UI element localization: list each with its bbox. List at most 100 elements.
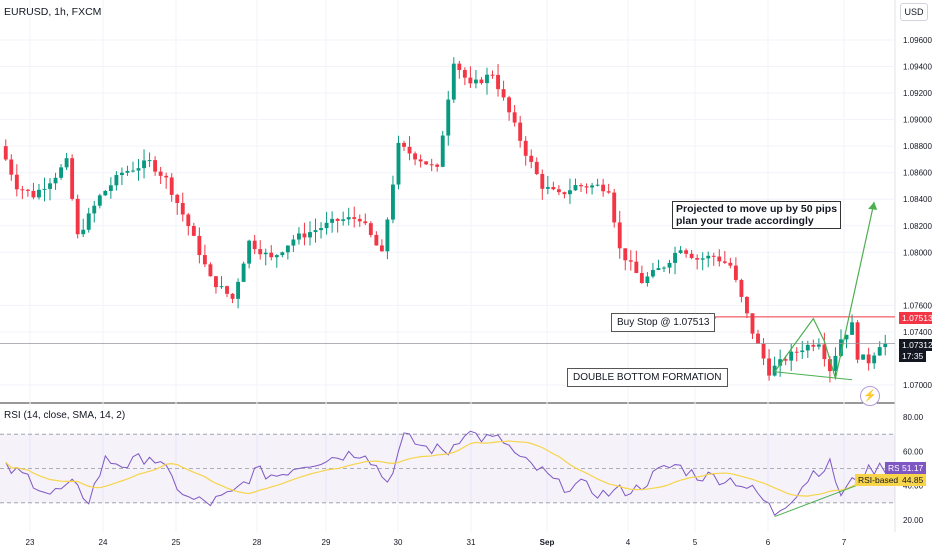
candle-body[interactable] bbox=[612, 192, 617, 223]
candle-body[interactable] bbox=[424, 161, 429, 165]
candle-body[interactable] bbox=[20, 189, 25, 191]
candle-body[interactable] bbox=[180, 203, 185, 215]
candle-body[interactable] bbox=[92, 205, 97, 214]
candle-body[interactable] bbox=[341, 219, 346, 221]
candle-body[interactable] bbox=[14, 174, 19, 190]
candle-body[interactable] bbox=[816, 344, 821, 347]
candle-body[interactable] bbox=[800, 350, 805, 353]
candle-body[interactable] bbox=[263, 252, 268, 255]
candle-body[interactable] bbox=[136, 168, 141, 171]
candle-body[interactable] bbox=[827, 359, 832, 372]
candle-body[interactable] bbox=[186, 214, 191, 227]
candle-body[interactable] bbox=[48, 183, 52, 189]
candle-body[interactable] bbox=[772, 365, 777, 376]
candle-body[interactable] bbox=[164, 175, 169, 178]
candle-body[interactable] bbox=[9, 159, 14, 175]
candle-body[interactable] bbox=[485, 74, 489, 84]
candle-body[interactable] bbox=[37, 189, 41, 198]
candle-body[interactable] bbox=[490, 74, 495, 76]
candle-body[interactable] bbox=[202, 255, 207, 265]
candle-body[interactable] bbox=[346, 217, 351, 220]
candle-body[interactable] bbox=[496, 74, 500, 90]
candle-body[interactable] bbox=[379, 245, 384, 252]
candle-body[interactable] bbox=[214, 276, 218, 288]
candle-body[interactable] bbox=[219, 286, 224, 288]
candle-body[interactable] bbox=[568, 190, 572, 195]
candle-body[interactable] bbox=[645, 276, 650, 284]
candle-body[interactable] bbox=[877, 347, 882, 356]
candle-body[interactable] bbox=[861, 354, 866, 360]
candle-body[interactable] bbox=[274, 255, 279, 258]
candle-body[interactable] bbox=[169, 177, 174, 195]
candle-body[interactable] bbox=[639, 272, 644, 284]
candle-body[interactable] bbox=[247, 240, 252, 264]
candle-body[interactable] bbox=[855, 322, 860, 360]
currency-button[interactable]: USD bbox=[900, 3, 928, 21]
candle-body[interactable] bbox=[252, 240, 257, 250]
candle-body[interactable] bbox=[556, 189, 561, 193]
candle-body[interactable] bbox=[728, 262, 733, 266]
candle-body[interactable] bbox=[706, 255, 711, 259]
candle-body[interactable] bbox=[258, 249, 263, 255]
candle-body[interactable] bbox=[534, 161, 539, 175]
candle-body[interactable] bbox=[833, 355, 838, 372]
candle-body[interactable] bbox=[440, 135, 445, 167]
candle-body[interactable] bbox=[518, 122, 523, 141]
candle-body[interactable] bbox=[402, 142, 406, 147]
candle-body[interactable] bbox=[451, 63, 456, 100]
candle-body[interactable] bbox=[822, 344, 827, 360]
candle-body[interactable] bbox=[584, 186, 589, 188]
candle-body[interactable] bbox=[540, 174, 545, 189]
candle-body[interactable] bbox=[783, 359, 788, 361]
candle-body[interactable] bbox=[241, 263, 246, 282]
candle-body[interactable] bbox=[86, 213, 91, 230]
candle-body[interactable] bbox=[31, 190, 36, 198]
candle-body[interactable] bbox=[81, 229, 86, 235]
candle-body[interactable] bbox=[197, 235, 202, 256]
candle-body[interactable] bbox=[208, 264, 213, 277]
candle-body[interactable] bbox=[529, 155, 534, 162]
candle-body[interactable] bbox=[352, 217, 357, 219]
candle-body[interactable] bbox=[225, 286, 229, 294]
candle-body[interactable] bbox=[606, 191, 611, 193]
candle-body[interactable] bbox=[551, 187, 556, 190]
candle-body[interactable] bbox=[507, 97, 512, 113]
candle-body[interactable] bbox=[59, 167, 64, 178]
candle-body[interactable] bbox=[119, 172, 124, 176]
candle-body[interactable] bbox=[131, 170, 135, 172]
candle-body[interactable] bbox=[689, 253, 694, 259]
candle-body[interactable] bbox=[473, 79, 478, 84]
candle-body[interactable] bbox=[844, 334, 849, 340]
candle-body[interactable] bbox=[673, 252, 677, 263]
candle-body[interactable] bbox=[501, 89, 506, 98]
candle-body[interactable] bbox=[70, 158, 75, 199]
candle-body[interactable] bbox=[125, 170, 130, 173]
candle-body[interactable] bbox=[53, 177, 58, 184]
candle-body[interactable] bbox=[866, 354, 871, 364]
candle-body[interactable] bbox=[590, 185, 595, 188]
candle-body[interactable] bbox=[429, 164, 434, 166]
candle-body[interactable] bbox=[839, 339, 843, 356]
candle-body[interactable] bbox=[296, 233, 301, 240]
candle-body[interactable] bbox=[678, 250, 683, 253]
candle-body[interactable] bbox=[324, 222, 329, 229]
candle-body[interactable] bbox=[153, 160, 158, 172]
candle-body[interactable] bbox=[562, 192, 567, 195]
candle-body[interactable] bbox=[108, 185, 113, 192]
candle-body[interactable] bbox=[695, 258, 700, 260]
candle-body[interactable] bbox=[407, 146, 412, 154]
candle-body[interactable] bbox=[805, 344, 810, 351]
candle-body[interactable] bbox=[700, 258, 705, 260]
candle-body[interactable] bbox=[662, 267, 666, 269]
candle-body[interactable] bbox=[103, 191, 108, 196]
candle-body[interactable] bbox=[363, 221, 368, 224]
candle-body[interactable] bbox=[623, 248, 628, 261]
candle-body[interactable] bbox=[280, 252, 285, 256]
flash-icon[interactable]: ⚡ bbox=[860, 386, 880, 406]
candle-body[interactable] bbox=[396, 142, 401, 185]
candle-body[interactable] bbox=[285, 245, 290, 253]
candle-body[interactable] bbox=[191, 226, 196, 236]
candle-body[interactable] bbox=[374, 234, 379, 246]
candle-body[interactable] bbox=[308, 232, 312, 238]
candle-body[interactable] bbox=[468, 77, 473, 84]
